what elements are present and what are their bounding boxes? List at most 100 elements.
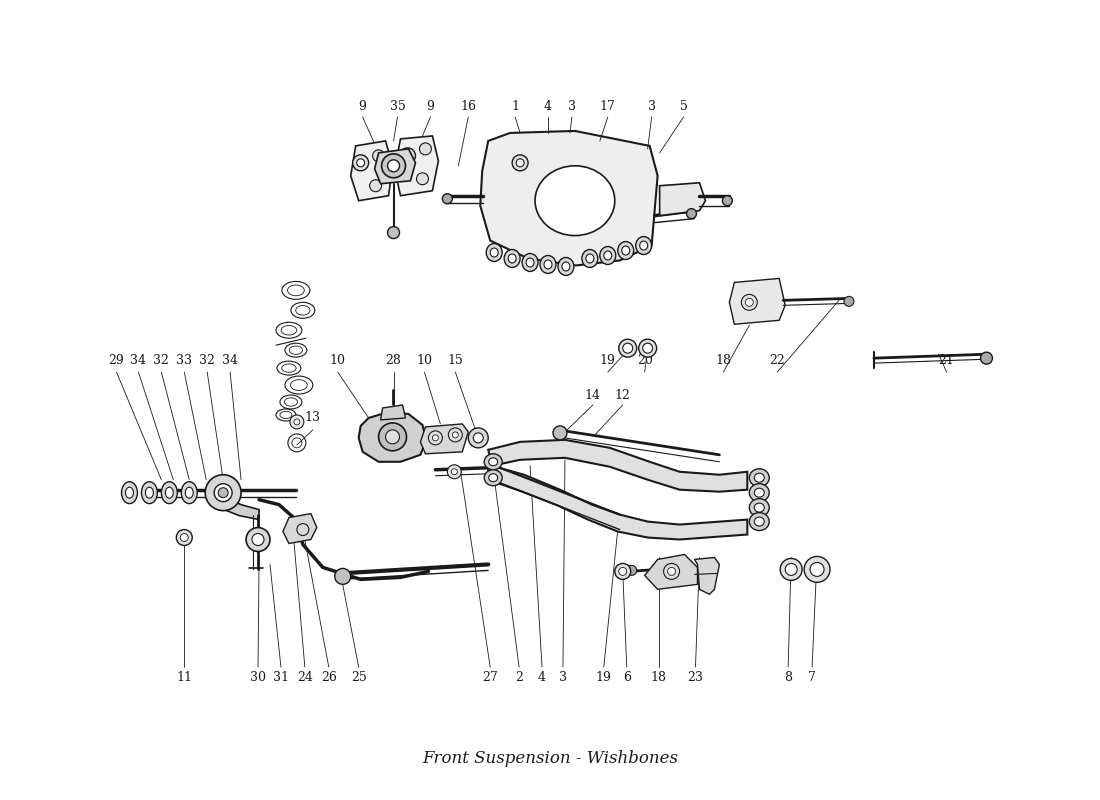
Circle shape [419,143,431,155]
Polygon shape [359,412,427,462]
Text: 7: 7 [808,670,816,683]
Polygon shape [488,465,747,539]
Circle shape [553,426,566,440]
Text: 5: 5 [680,99,688,113]
Text: 9: 9 [427,99,434,113]
Circle shape [844,296,854,306]
Circle shape [290,415,304,429]
Circle shape [206,474,241,510]
Text: 17: 17 [600,99,616,113]
Circle shape [746,298,754,306]
Circle shape [294,419,300,425]
Circle shape [297,523,309,535]
Ellipse shape [125,487,133,498]
Polygon shape [645,554,697,590]
Text: 35: 35 [389,99,406,113]
Ellipse shape [562,262,570,271]
Text: 19: 19 [600,354,616,366]
Circle shape [452,432,459,438]
Polygon shape [729,278,785,324]
Text: 22: 22 [769,354,785,366]
Ellipse shape [621,246,629,255]
Circle shape [387,226,399,238]
Polygon shape [488,440,747,492]
Text: 18: 18 [715,354,732,366]
Text: 26: 26 [321,670,337,683]
Circle shape [218,488,228,498]
Circle shape [516,159,524,167]
Ellipse shape [488,458,497,466]
Circle shape [373,150,385,162]
Text: 33: 33 [176,354,192,366]
Text: 10: 10 [330,354,345,366]
Text: 21: 21 [938,354,955,366]
Ellipse shape [586,254,594,263]
Ellipse shape [749,513,769,530]
Text: 25: 25 [351,670,366,683]
Circle shape [810,562,824,576]
Circle shape [180,534,188,542]
Circle shape [473,433,483,443]
Circle shape [382,154,406,178]
Text: 34: 34 [131,354,146,366]
Polygon shape [660,182,705,216]
Ellipse shape [491,248,498,257]
Text: 29: 29 [109,354,124,366]
Ellipse shape [755,488,764,497]
Ellipse shape [544,260,552,269]
Text: 16: 16 [460,99,476,113]
Ellipse shape [185,487,194,498]
Text: 27: 27 [482,670,498,683]
Circle shape [639,339,657,357]
Polygon shape [375,149,416,184]
Circle shape [663,563,680,579]
Circle shape [623,343,632,353]
Polygon shape [283,514,317,543]
Circle shape [513,155,528,170]
Circle shape [741,294,757,310]
Ellipse shape [749,484,769,502]
Circle shape [252,534,264,546]
Text: 11: 11 [176,670,192,683]
Text: 30: 30 [250,670,266,683]
Ellipse shape [484,454,503,470]
Circle shape [668,567,675,575]
Text: 9: 9 [359,99,366,113]
Text: 12: 12 [615,389,630,402]
Circle shape [780,558,802,580]
Ellipse shape [508,254,516,263]
Text: 4: 4 [544,99,552,113]
Ellipse shape [121,482,138,504]
Circle shape [619,339,637,357]
Polygon shape [694,558,719,594]
Circle shape [804,557,830,582]
Text: 20: 20 [637,354,652,366]
Ellipse shape [755,517,764,526]
Circle shape [386,430,399,444]
Circle shape [448,465,461,478]
Ellipse shape [162,482,177,504]
Circle shape [387,160,399,172]
Circle shape [334,569,351,584]
Circle shape [615,563,630,579]
Ellipse shape [145,487,153,498]
Circle shape [176,530,192,546]
Circle shape [980,352,992,364]
Ellipse shape [755,474,764,482]
Circle shape [214,484,232,502]
Polygon shape [351,141,393,201]
Text: 23: 23 [688,670,703,683]
Text: 28: 28 [386,354,402,366]
Circle shape [619,567,627,575]
Text: 4: 4 [538,670,546,683]
Text: 19: 19 [596,670,612,683]
Text: 8: 8 [784,670,792,683]
Polygon shape [395,136,439,196]
Text: 2: 2 [515,670,522,683]
Circle shape [449,428,462,442]
Ellipse shape [604,251,612,260]
Polygon shape [481,131,658,266]
Ellipse shape [484,470,503,486]
Text: 10: 10 [417,354,432,366]
Text: 14: 14 [585,389,601,402]
